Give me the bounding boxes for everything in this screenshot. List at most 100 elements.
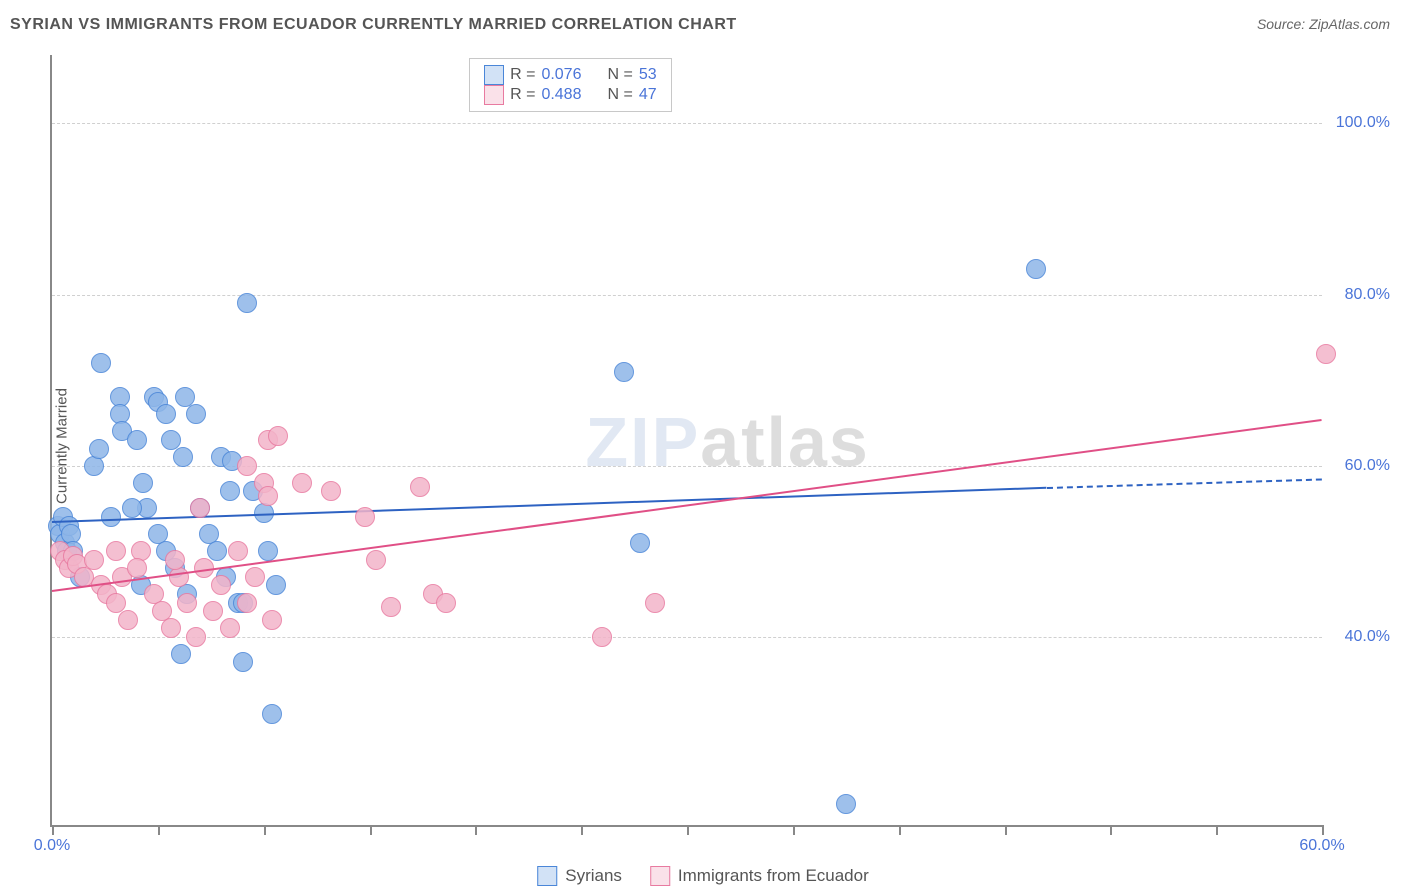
trend-line <box>52 419 1322 592</box>
scatter-point-syrians <box>258 541 278 561</box>
scatter-point-ecuador <box>106 593 126 613</box>
legend-n-label: N = <box>607 86 632 104</box>
scatter-point-syrians <box>220 481 240 501</box>
scatter-point-ecuador <box>127 558 147 578</box>
scatter-point-ecuador <box>169 567 189 587</box>
scatter-point-syrians <box>127 430 147 450</box>
scatter-point-ecuador <box>268 426 288 446</box>
scatter-point-syrians <box>614 362 634 382</box>
scatter-point-syrians <box>262 704 282 724</box>
watermark: ZIPatlas <box>585 402 869 482</box>
scatter-point-ecuador <box>186 627 206 647</box>
x-tick <box>1110 825 1112 835</box>
x-tick-label: 60.0% <box>1299 837 1344 855</box>
x-tick <box>1216 825 1218 835</box>
legend-item: Syrians <box>537 866 622 886</box>
chart-plot-area: ZIPatlas 40.0%60.0%80.0%100.0%0.0%60.0% <box>50 55 1322 827</box>
x-tick <box>793 825 795 835</box>
scatter-point-ecuador <box>190 498 210 518</box>
legend-r-value: 0.076 <box>541 66 581 84</box>
scatter-point-ecuador <box>228 541 248 561</box>
x-tick <box>158 825 160 835</box>
scatter-point-ecuador <box>436 593 456 613</box>
legend-swatch <box>484 65 504 85</box>
scatter-point-syrians <box>237 293 257 313</box>
legend-swatch <box>650 866 670 886</box>
scatter-point-ecuador <box>84 550 104 570</box>
scatter-point-syrians <box>233 652 253 672</box>
scatter-point-ecuador <box>381 597 401 617</box>
scatter-point-syrians <box>171 644 191 664</box>
scatter-point-ecuador <box>245 567 265 587</box>
scatter-point-ecuador <box>106 541 126 561</box>
x-tick <box>581 825 583 835</box>
x-tick-label: 0.0% <box>34 837 70 855</box>
x-tick <box>899 825 901 835</box>
scatter-point-syrians <box>207 541 227 561</box>
legend-n-label: N = <box>607 66 632 84</box>
scatter-point-ecuador <box>410 477 430 497</box>
scatter-point-syrians <box>84 456 104 476</box>
scatter-point-ecuador <box>292 473 312 493</box>
scatter-point-ecuador <box>262 610 282 630</box>
scatter-point-ecuador <box>203 601 223 621</box>
scatter-point-syrians <box>91 353 111 373</box>
scatter-point-ecuador <box>321 481 341 501</box>
y-tick-label: 40.0% <box>1345 628 1390 646</box>
watermark-zip: ZIP <box>585 403 700 481</box>
source-attribution: Source: ZipAtlas.com <box>1257 16 1390 32</box>
scatter-point-syrians <box>161 430 181 450</box>
legend-series: Syrians Immigrants from Ecuador <box>537 866 869 886</box>
legend-swatch <box>484 85 504 105</box>
y-tick-label: 60.0% <box>1345 457 1390 475</box>
watermark-atlas: atlas <box>700 403 870 481</box>
y-tick-label: 100.0% <box>1336 114 1390 132</box>
scatter-point-syrians <box>186 404 206 424</box>
scatter-point-syrians <box>630 533 650 553</box>
x-tick <box>687 825 689 835</box>
scatter-point-ecuador <box>211 575 231 595</box>
legend-stat-row: R = 0.076 N = 53 <box>484 65 657 85</box>
legend-stats-box: R = 0.076 N = 53 R = 0.488 N = 47 <box>469 58 672 112</box>
legend-r-value: 0.488 <box>541 86 581 104</box>
scatter-point-ecuador <box>165 550 185 570</box>
legend-stat-row: R = 0.488 N = 47 <box>484 85 657 105</box>
scatter-point-ecuador <box>177 593 197 613</box>
legend-n-value: 47 <box>639 86 657 104</box>
scatter-point-syrians <box>101 507 121 527</box>
x-tick <box>52 825 54 835</box>
scatter-point-ecuador <box>1316 344 1336 364</box>
grid-line <box>52 123 1322 124</box>
scatter-point-ecuador <box>366 550 386 570</box>
grid-line <box>52 637 1322 638</box>
trend-line <box>1047 478 1322 489</box>
scatter-point-ecuador <box>355 507 375 527</box>
scatter-point-ecuador <box>645 593 665 613</box>
scatter-point-syrians <box>173 447 193 467</box>
scatter-point-ecuador <box>161 618 181 638</box>
x-tick <box>370 825 372 835</box>
x-tick <box>475 825 477 835</box>
x-tick <box>1322 825 1324 835</box>
scatter-point-ecuador <box>220 618 240 638</box>
scatter-point-syrians <box>133 473 153 493</box>
scatter-point-ecuador <box>237 456 257 476</box>
scatter-point-syrians <box>836 794 856 814</box>
scatter-point-ecuador <box>118 610 138 630</box>
legend-r-label: R = <box>510 66 535 84</box>
legend-item: Immigrants from Ecuador <box>650 866 869 886</box>
legend-n-value: 53 <box>639 66 657 84</box>
scatter-point-syrians <box>1026 259 1046 279</box>
legend-r-label: R = <box>510 86 535 104</box>
scatter-point-syrians <box>266 575 286 595</box>
legend-label: Immigrants from Ecuador <box>678 866 869 886</box>
scatter-point-ecuador <box>258 486 278 506</box>
scatter-point-syrians <box>122 498 142 518</box>
legend-label: Syrians <box>565 866 622 886</box>
scatter-point-syrians <box>156 404 176 424</box>
x-tick <box>264 825 266 835</box>
scatter-point-ecuador <box>237 593 257 613</box>
scatter-point-syrians <box>89 439 109 459</box>
legend-swatch <box>537 866 557 886</box>
y-tick-label: 80.0% <box>1345 286 1390 304</box>
